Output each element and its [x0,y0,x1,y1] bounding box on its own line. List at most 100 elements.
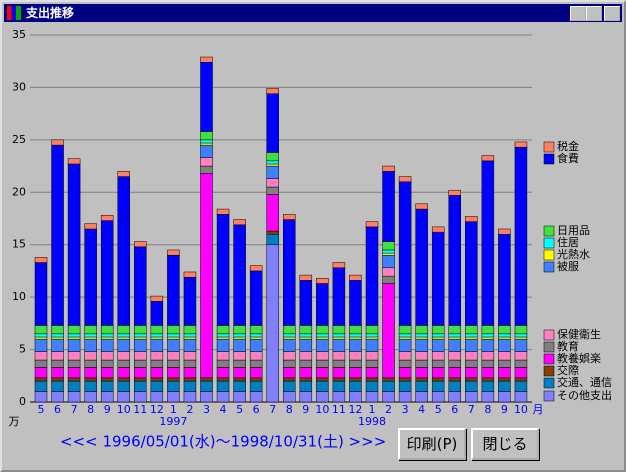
bar-segment [167,249,180,256]
bar-segment [51,333,64,338]
bar-segment [365,380,379,392]
bar-segment [216,333,230,338]
minimize-button[interactable] [570,6,586,21]
bar-segment [349,367,362,379]
bar-segment [316,338,329,352]
y-tick-label: 30 [12,80,26,93]
bar-segment [200,157,213,167]
bar-segment [34,377,48,382]
bar-segment [51,380,64,392]
bar-segment [249,333,263,338]
bar-segment [134,391,147,403]
bar-segment [167,333,180,338]
bar-segment [134,336,147,340]
bar-segment [34,262,48,326]
bar-segment [465,333,478,338]
bar-segment [448,195,461,326]
legend-label: 教育 [557,339,579,353]
bar-segment [431,325,445,335]
bar-segment [117,336,130,340]
bar-segment [448,336,461,340]
bar-segment [34,380,48,392]
bar-segment [299,380,313,392]
bar-segment [34,391,48,403]
bar-segment [150,301,164,326]
window-title: 支出推移 [26,6,75,20]
bar-segment [398,338,412,352]
close-dialog-button[interactable]: 閉じる [471,428,539,460]
bar-segment [84,367,97,379]
x-tick-label: 12 [150,403,164,416]
bar-segment [398,351,412,361]
bar-segment [316,377,329,382]
x-tick-label: 10 [514,403,528,416]
bar-segment [514,367,528,379]
bar-segment [365,333,379,338]
bar-segment [216,359,230,368]
bar-segment [382,249,395,254]
bar-segment [51,367,64,379]
bar-segment [349,336,362,340]
bar-segment [514,377,528,382]
bar-segment [67,380,81,392]
y-tick-label: 35 [12,28,26,41]
x-tick-label: 9 [501,403,508,416]
bar-segment [249,367,263,379]
legend-label: 住居 [557,235,579,249]
bar-segment [67,359,81,368]
bar-segment [465,325,478,335]
bar-segment [332,351,346,361]
legend-swatch [543,365,555,377]
bar-segment [134,246,147,326]
x-tick-label: 1 [369,403,376,416]
close-button[interactable] [604,6,620,21]
maximize-button[interactable] [586,6,602,21]
bar-segment [249,391,263,403]
bar-segment [266,178,279,188]
bar-segment [167,380,180,392]
bar-segment [481,359,495,368]
bar-segment [100,380,114,392]
bar-segment [382,241,395,251]
bar-segment [415,367,428,379]
bar-segment [365,221,379,228]
bar-segment [266,152,279,162]
bar-segment [84,336,97,340]
bar-segment [415,333,428,338]
bar-segment [514,391,528,403]
bar-segment [514,359,528,368]
legend-label: 保健衛生 [557,327,601,341]
bar-segment [200,62,213,132]
bar-segment [365,336,379,340]
bar-segment [84,351,97,361]
bar-segment [51,377,64,382]
bar-segment [431,377,445,382]
bar-segment [498,380,511,392]
x-tick-label: 3 [203,403,210,416]
legend-label: その他支出 [557,388,612,402]
bar-segment [233,391,246,403]
bar-segment [84,391,97,403]
bar-segment [233,377,246,382]
bar-segment [266,244,279,403]
bar-segment [398,391,412,403]
bar-segment [398,377,412,382]
legend-label: 日用品 [557,224,590,237]
print-button[interactable]: 印刷(P) [398,428,466,460]
bar-segment [100,391,114,403]
bar-segment [183,359,197,368]
bar-segment [34,325,48,335]
bar-segment [349,391,362,403]
bar-segment [448,359,461,368]
bar-segment [249,336,263,340]
bar-segment [134,351,147,361]
bar-segment [448,380,461,392]
bar-segment [117,333,130,338]
y-unit: 万 [9,415,20,428]
bar-segment [150,333,164,338]
bar-segment [200,144,213,158]
bar-segment [266,186,279,195]
bar-segment [332,325,346,335]
bar-segment [34,367,48,379]
bar-segment [51,351,64,361]
